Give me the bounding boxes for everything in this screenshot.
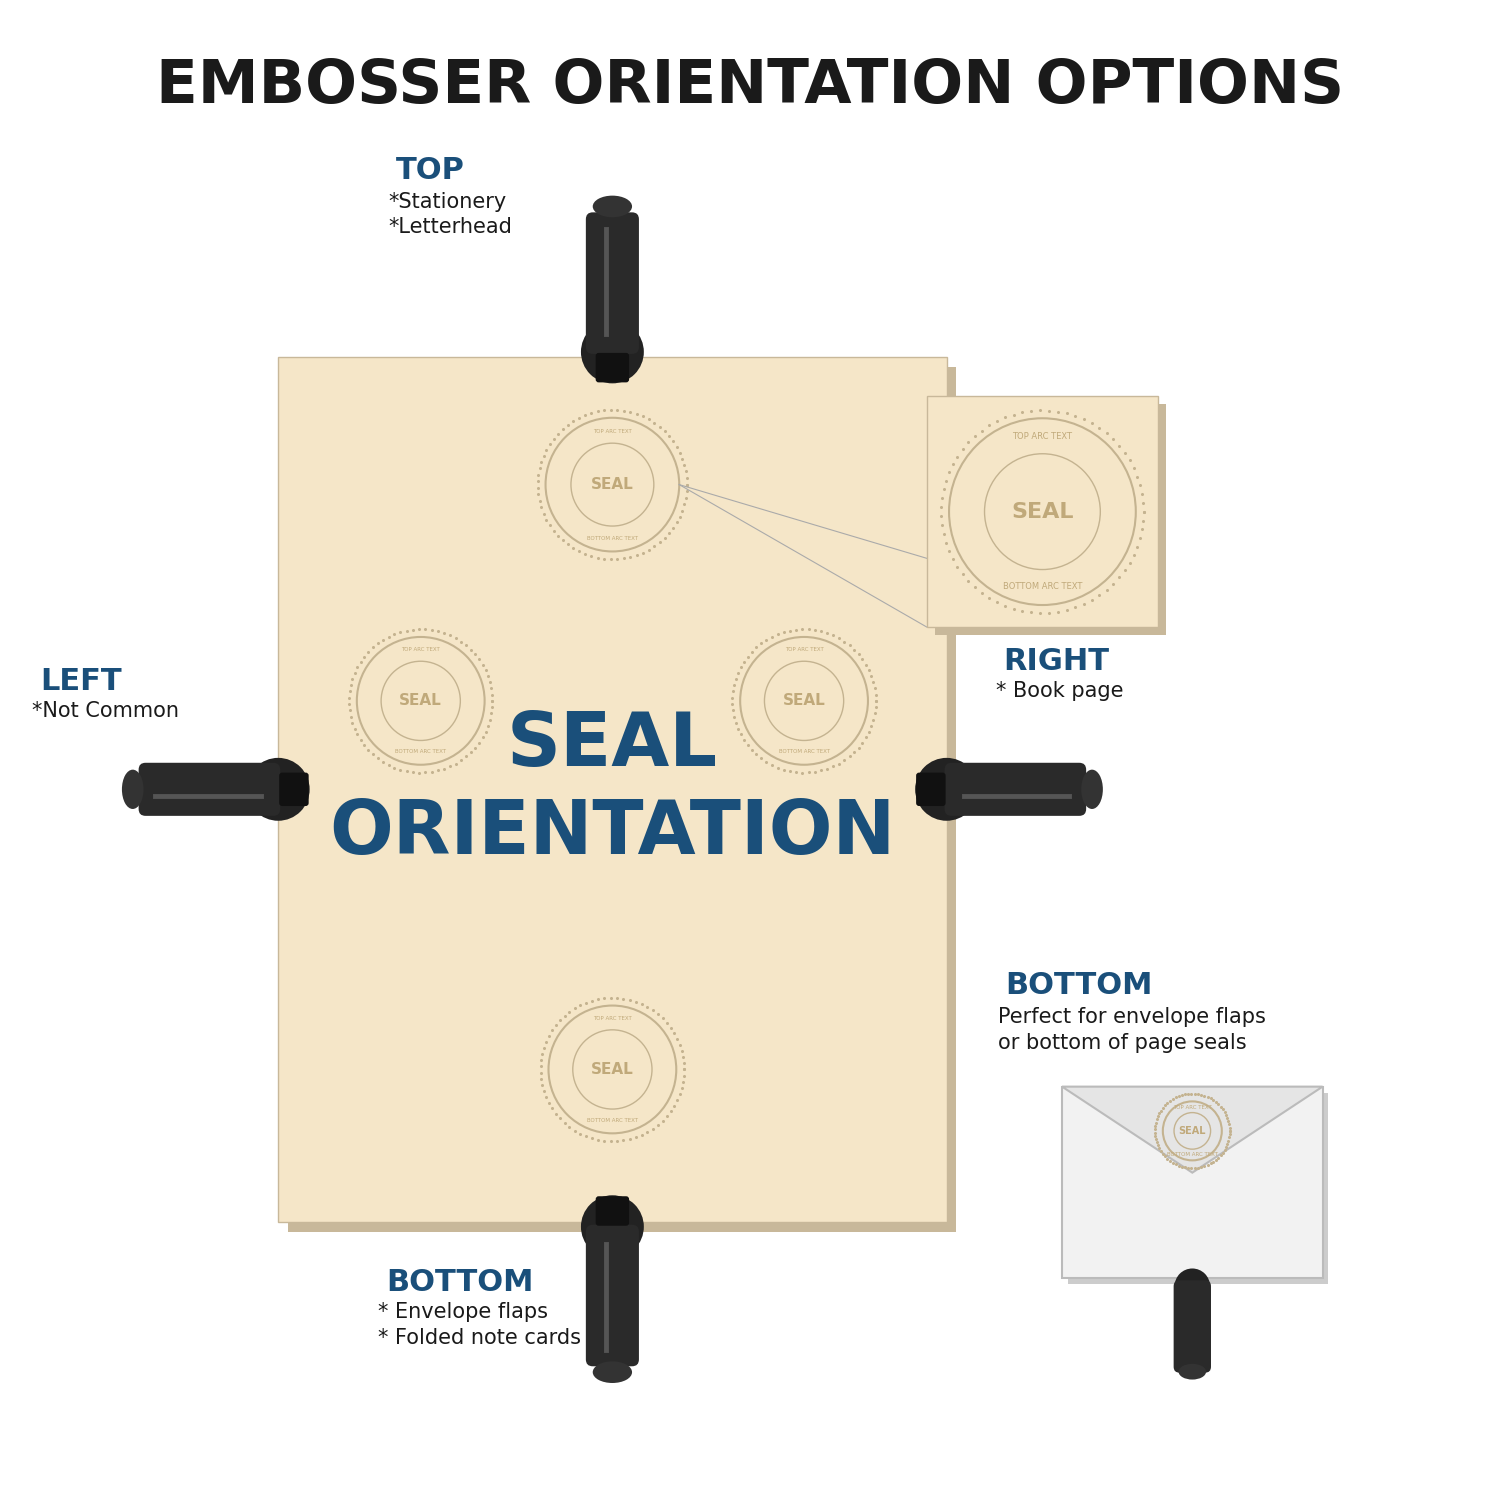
Text: TOP ARC TEXT: TOP ARC TEXT <box>1173 1106 1212 1110</box>
Text: SEAL: SEAL <box>591 477 634 492</box>
Text: BOTTOM ARC TEXT: BOTTOM ARC TEXT <box>1167 1152 1218 1156</box>
FancyBboxPatch shape <box>916 772 945 806</box>
FancyBboxPatch shape <box>1062 1086 1323 1278</box>
Polygon shape <box>1062 1086 1323 1173</box>
FancyBboxPatch shape <box>279 772 309 806</box>
Text: SEAL: SEAL <box>1011 501 1074 522</box>
Text: EMBOSSER ORIENTATION OPTIONS: EMBOSSER ORIENTATION OPTIONS <box>156 57 1344 116</box>
Ellipse shape <box>592 1362 632 1383</box>
FancyBboxPatch shape <box>596 1196 628 1225</box>
FancyBboxPatch shape <box>1173 1281 1210 1372</box>
Text: BOTTOM ARC TEXT: BOTTOM ARC TEXT <box>1002 582 1082 591</box>
Text: RIGHT: RIGHT <box>1004 646 1110 676</box>
Text: ORIENTATION: ORIENTATION <box>330 796 896 870</box>
Text: * Book page: * Book page <box>996 681 1124 700</box>
Text: SEAL: SEAL <box>399 693 442 708</box>
Text: BOTTOM ARC TEXT: BOTTOM ARC TEXT <box>586 1118 638 1124</box>
Text: TOP ARC TEXT: TOP ARC TEXT <box>592 429 632 433</box>
Text: BOTTOM ARC TEXT: BOTTOM ARC TEXT <box>394 750 445 754</box>
Text: TOP ARC TEXT: TOP ARC TEXT <box>1013 432 1072 441</box>
Text: *Letterhead: *Letterhead <box>388 217 512 237</box>
Circle shape <box>915 758 978 820</box>
Text: SEAL: SEAL <box>783 693 825 708</box>
FancyBboxPatch shape <box>596 352 628 382</box>
Text: BOTTOM ARC TEXT: BOTTOM ARC TEXT <box>586 536 638 540</box>
Text: SEAL: SEAL <box>1179 1126 1206 1136</box>
Text: *Stationery: *Stationery <box>388 192 507 211</box>
Ellipse shape <box>122 770 144 808</box>
FancyBboxPatch shape <box>586 213 639 354</box>
FancyBboxPatch shape <box>586 1224 639 1366</box>
Text: TOP ARC TEXT: TOP ARC TEXT <box>592 1016 632 1022</box>
FancyBboxPatch shape <box>1068 1092 1329 1284</box>
Ellipse shape <box>1082 770 1102 808</box>
Circle shape <box>246 758 309 820</box>
FancyBboxPatch shape <box>138 764 280 816</box>
Text: LEFT: LEFT <box>40 666 122 696</box>
Text: BOTTOM: BOTTOM <box>387 1268 534 1298</box>
FancyBboxPatch shape <box>278 357 946 1222</box>
Text: BOTTOM: BOTTOM <box>1005 972 1154 1000</box>
Text: * Folded note cards: * Folded note cards <box>378 1328 582 1348</box>
Text: SEAL: SEAL <box>591 1062 634 1077</box>
Circle shape <box>580 321 644 384</box>
Text: TOP ARC TEXT: TOP ARC TEXT <box>784 646 824 652</box>
Circle shape <box>580 1196 644 1258</box>
FancyBboxPatch shape <box>934 404 1166 634</box>
Text: BOTTOM ARC TEXT: BOTTOM ARC TEXT <box>778 750 830 754</box>
Text: or bottom of page seals: or bottom of page seals <box>998 1034 1246 1053</box>
Ellipse shape <box>1179 1364 1206 1380</box>
FancyBboxPatch shape <box>288 366 957 1232</box>
Text: SEAL: SEAL <box>507 708 718 782</box>
Circle shape <box>1174 1269 1210 1304</box>
FancyBboxPatch shape <box>927 396 1158 627</box>
Text: TOP ARC TEXT: TOP ARC TEXT <box>402 646 439 652</box>
Text: * Envelope flaps: * Envelope flaps <box>378 1302 549 1322</box>
FancyBboxPatch shape <box>945 764 1086 816</box>
Text: Perfect for envelope flaps: Perfect for envelope flaps <box>998 1008 1266 1028</box>
Ellipse shape <box>592 195 632 217</box>
Text: TOP: TOP <box>396 156 465 184</box>
Text: *Not Common: *Not Common <box>33 700 180 720</box>
